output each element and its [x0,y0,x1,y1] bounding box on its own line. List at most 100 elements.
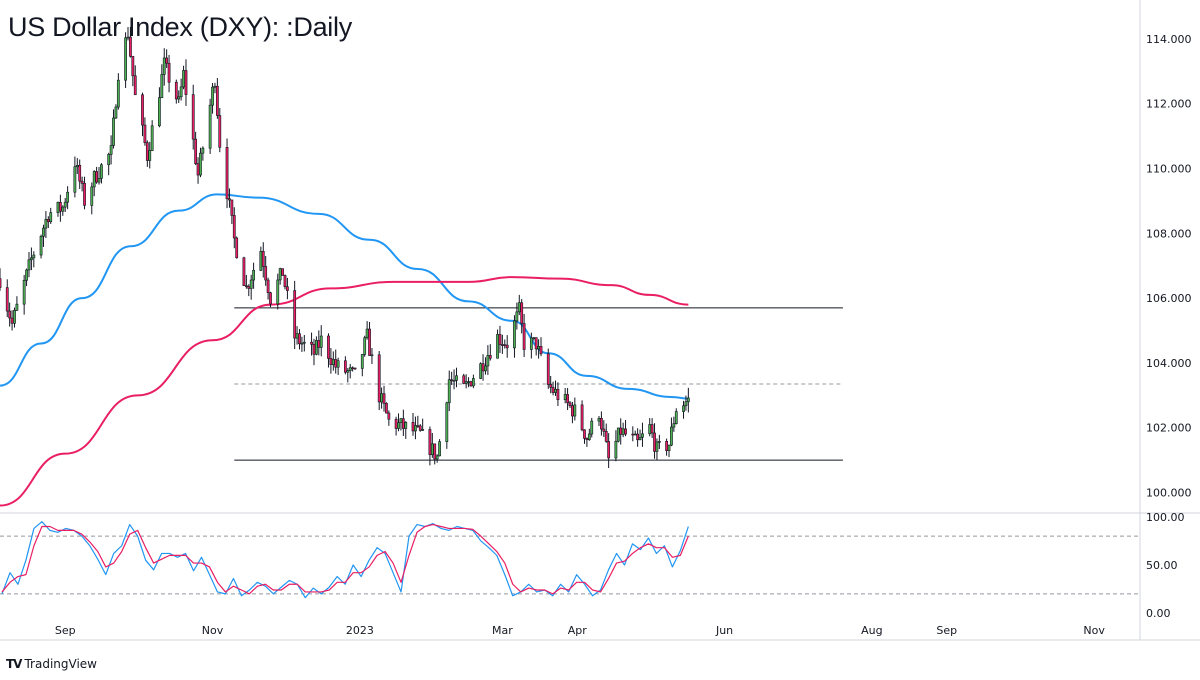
candle-body [310,341,313,345]
candle-body [174,81,178,100]
candle-body [616,427,620,442]
candle-body [636,433,640,441]
candle-body [83,183,86,206]
time-tick-label: Jun [715,624,733,637]
candle-body [302,341,306,344]
candle-body [8,310,12,319]
candle-body [201,147,205,154]
candle-body [667,444,671,451]
candle-body [353,367,357,370]
candle-body [351,367,355,370]
candle-body [90,186,94,206]
candle-body [162,57,166,75]
candle-body [211,86,214,106]
candle-body [686,397,690,403]
candle-body [472,378,475,387]
candle-body [27,259,31,271]
candle-body [249,279,253,289]
candle-body [585,438,589,440]
candle-body [380,393,383,403]
candle-body [515,311,519,322]
candle-body [428,429,432,456]
candle-body [607,441,611,459]
candle-body [513,320,516,349]
levels-layer [234,307,843,461]
candle-body [298,333,301,345]
candle-body [46,219,50,223]
candle-body [469,381,473,387]
candle-body [520,302,524,324]
candle-body [133,75,137,96]
candle-body [571,405,574,417]
candle-body [537,346,540,350]
candle-body [655,441,659,452]
candle-body [13,310,16,324]
candle-body [529,337,533,350]
candle-body [293,290,297,339]
candle-body [549,384,553,388]
price-tick-label: 112.000 [1146,98,1192,111]
candle-body [10,317,14,324]
candle-body [370,354,374,357]
candle-body [597,417,601,422]
candle-body [266,279,270,294]
time-tick-label: Nov [1083,624,1105,637]
candle-body [604,431,608,442]
candle-body [61,206,65,212]
candle-body [148,150,152,161]
candle-body [329,358,333,365]
candle-body [213,85,217,88]
candle-body [194,138,198,164]
candle-body [179,86,183,98]
candle-body [416,425,420,427]
candle-body [414,425,417,432]
candle-body [141,94,144,126]
candle-body [312,344,316,355]
brand-label: TradingView [24,657,97,671]
candle-body [496,334,499,359]
candle-body [15,303,19,311]
candle-body [438,441,441,457]
candle-body [278,268,282,281]
candles-layer [0,26,690,469]
oscillator-layer [0,521,1140,599]
candle-body [481,363,485,372]
candle-body [503,344,507,347]
candle-body [484,365,487,372]
candle-body [343,360,347,373]
candle-body [315,340,318,355]
candle-body [430,443,434,456]
candle-body [244,285,248,287]
candle-body [368,328,371,356]
candle-body [327,335,330,359]
candle-body [377,354,381,403]
candle-body [235,237,239,259]
candle-body [522,323,526,350]
candle-body [150,125,154,151]
price-tick-label: 106.000 [1146,292,1192,305]
candle-body [112,117,115,146]
candle-body [232,215,236,239]
tradingview-brand[interactable]: TV TradingView [6,657,97,671]
candle-body [551,387,555,393]
candle-body [49,212,53,223]
candle-body [97,178,101,183]
candle-body [445,402,449,442]
candle-body [665,441,668,451]
time-tick-label: Mar [492,624,513,637]
candle-body [259,251,263,271]
candle-body [387,412,391,420]
candle-body [348,367,352,371]
price-tick-label: 110.000 [1146,163,1192,176]
candle-body [450,379,454,382]
candle-body [573,404,577,417]
candle-body [447,379,451,404]
candle-body [624,428,627,435]
candle-body [66,191,70,203]
candle-body [566,394,569,404]
price-tick-label: 102.000 [1146,422,1192,435]
candle-body [218,115,222,148]
candle-body [479,363,483,379]
